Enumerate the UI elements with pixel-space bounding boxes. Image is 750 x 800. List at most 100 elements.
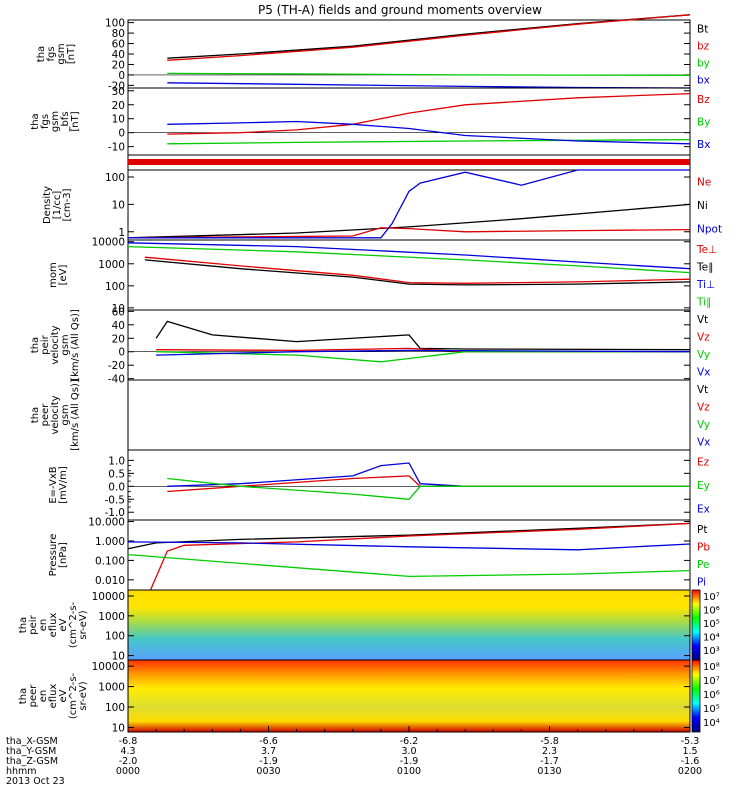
series-line-Pb — [149, 522, 691, 591]
series-line-Bx — [167, 120, 691, 145]
y-tick-label: 10000 — [92, 237, 125, 249]
colorbar-tick-label: 10⁴ — [703, 633, 720, 644]
legend-label: Bz — [697, 94, 710, 106]
y-tick-label: 30 — [112, 86, 125, 98]
y-tick-label: 10000 — [92, 661, 125, 673]
legend-label: Ez — [697, 457, 710, 469]
y-tick-label: 100 — [105, 18, 125, 30]
y-tick-label: 10.000 — [88, 517, 125, 529]
y-tick-label: 1000 — [98, 259, 125, 271]
y-axis-label: tha — [18, 617, 29, 633]
legend-label: Vz — [697, 331, 710, 343]
y-axis-label: eflux — [48, 684, 59, 709]
y-tick-label: -10 — [108, 142, 125, 154]
panel-frame — [127, 379, 691, 451]
y-axis-label: tha — [30, 337, 41, 353]
legend-label: Pt — [697, 524, 707, 536]
colorbar-bar — [691, 659, 701, 733]
y-axis-label: _bfs — [60, 111, 71, 132]
y-axis-label: fgs — [40, 114, 51, 129]
panel-6: -1.0-0.50.00.51.0 E=-VxB [mV/m] Ez Ey Ex — [48, 449, 710, 521]
y-axis-label: peir — [28, 614, 39, 634]
legend-label: Ey — [697, 480, 710, 492]
y-tick-label: 60 — [112, 39, 125, 51]
series-line-Ey — [167, 477, 690, 500]
legend-label: Vy — [697, 349, 710, 361]
panel-frame — [127, 19, 691, 89]
y-tick-label: 1000 — [98, 682, 125, 694]
x-row-label: tha_X-GSM — [6, 736, 58, 747]
colorbar-tick-label: 10⁵ — [703, 704, 720, 715]
colorbar-tick-label: 10⁵ — [703, 619, 720, 630]
y-axis-label: peer — [40, 403, 51, 427]
y-tick-label: 0 — [118, 70, 125, 82]
y-tick-label: 0 — [118, 128, 125, 140]
series-line-Ni — [127, 203, 691, 239]
y-axis-label: (cm^2-s- — [68, 601, 79, 648]
panel-frame — [127, 169, 691, 241]
y-axis-label: en — [38, 690, 49, 703]
legend-label: Bx — [697, 139, 710, 151]
y-tick-label: 20 — [112, 333, 125, 345]
y-axis-label: [nT] — [66, 44, 77, 64]
y-axis-label: [nPa] — [58, 542, 69, 568]
y-tick-label: 100 — [105, 702, 125, 714]
panel-2: 1 10 100 Density [1/cc] [cm-3] Ne Ni Npot — [42, 169, 722, 241]
colorbar: 10³ 10⁴ 10⁵ 10⁶ 10⁷ — [691, 589, 720, 661]
y-tick-label: 20 — [112, 100, 125, 112]
x-tick-label: -1.9 — [400, 756, 419, 767]
y-tick-label: 10 — [112, 114, 125, 126]
y-tick-label: 10 — [112, 651, 125, 663]
legend-label: Bt — [697, 24, 708, 36]
legend-label: By — [697, 117, 710, 129]
legend-label: Vt — [697, 384, 708, 396]
y-tick-label: 0.100 — [95, 555, 125, 567]
y-tick-label: 60 — [112, 306, 125, 318]
y-axis-label: eV — [58, 689, 69, 702]
y-tick-label: -20 — [108, 80, 125, 92]
series-line-Vt — [155, 320, 691, 351]
y-tick-label: 40 — [112, 320, 125, 332]
y-axis-label: Pressure — [48, 534, 59, 577]
colorbar-tick-label: 10⁶ — [703, 690, 720, 701]
legend-label: Npot — [697, 223, 722, 235]
y-tick-label: 1.000 — [95, 536, 125, 548]
x-tick-label: -5.8 — [540, 736, 559, 747]
legend-label: Vy — [697, 419, 710, 431]
series-line-Pt — [127, 522, 691, 550]
y-axis-label: peir — [40, 334, 51, 354]
x-tick-label: -5.3 — [681, 736, 700, 747]
x-tick-label: -1.7 — [540, 756, 559, 767]
y-tick-label: 10 — [112, 199, 125, 211]
colorbar-tick-label: 10³ — [703, 646, 720, 657]
y-axis-label: gsm — [60, 404, 71, 425]
legend-label: bx — [697, 75, 710, 87]
legend-label: Pi — [697, 576, 706, 588]
y-tick-label: -1.0 — [105, 507, 126, 519]
series-line-Te⊥ — [144, 256, 691, 284]
plot-title: P5 (TH-A) fields and ground moments over… — [258, 3, 542, 17]
panel-3: 10 100 1000 10000 mom [eV] Te⊥ Te∥ Ti⊥ Ti∥ — [48, 237, 717, 315]
y-tick-label: 0.010 — [95, 575, 125, 587]
y-axis-label: [km/s (All Qs)] — [70, 379, 81, 451]
series-line-Pi — [127, 541, 691, 551]
x-tick-label: -2.0 — [119, 756, 138, 767]
series-line-Bz — [167, 92, 691, 135]
panel-1: -10 0 10 20 30 tha fgs gsm _bfs [nT] Bz By Bx — [30, 86, 710, 156]
series-line-Ne — [127, 227, 691, 239]
legend-label: Vz — [697, 401, 710, 413]
y-axis-label: tha — [36, 46, 47, 62]
y-tick-label: 80 — [112, 28, 125, 40]
panel-frame — [127, 239, 691, 311]
legend-label: Ne — [697, 177, 711, 189]
y-axis-label: Density — [42, 186, 53, 224]
panel-5: tha peer velocity gsm [km/s (All Qs)] Vt Vz Vy V… — [30, 379, 710, 451]
legend-label: Pb — [697, 541, 710, 553]
series-line-Te∥ — [144, 259, 691, 286]
y-tick-label: 10 — [112, 303, 125, 315]
legend-label: Vx — [697, 366, 710, 378]
y-axis-label: (cm^2-s- — [68, 672, 79, 719]
legend-label: Ti∥ — [696, 296, 711, 308]
y-tick-label: 10000 — [92, 591, 125, 603]
